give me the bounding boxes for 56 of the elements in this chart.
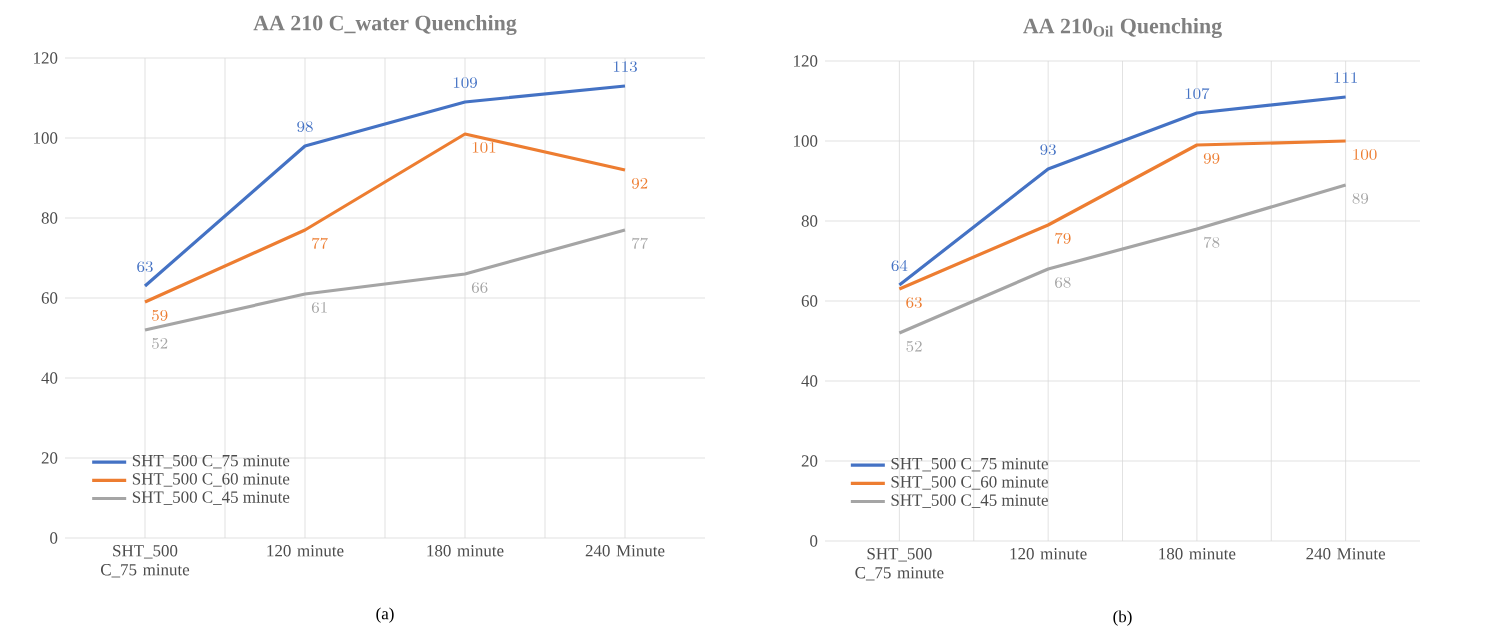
- legend-label: SHT_500 C_75 minute: [132, 454, 290, 469]
- x-tick-label: 180 minute: [1159, 548, 1236, 560]
- y-tick-label: 120: [34, 52, 58, 64]
- y-tick-label: 20: [41, 452, 58, 464]
- data-label: 107: [1185, 87, 1210, 100]
- x-tick-label: 120 minute: [267, 545, 344, 557]
- y-tick-label: 40: [801, 375, 818, 387]
- data-label: 89: [1352, 192, 1369, 204]
- data-label: 113: [613, 61, 637, 73]
- data-label: 111: [1334, 72, 1357, 83]
- y-tick-label: 100: [34, 132, 58, 144]
- legend-label: SHT_500 C_45 minute: [891, 494, 1048, 508]
- data-label: 101: [472, 141, 496, 153]
- y-tick-label: 80: [41, 212, 58, 224]
- data-label: 99: [1203, 152, 1220, 164]
- data-label: 78: [1204, 236, 1220, 248]
- x-tick-label: 120 minute: [1010, 548, 1087, 560]
- data-label: 61: [311, 301, 327, 313]
- data-label: 68: [1055, 276, 1071, 288]
- x-tick-label: 180 minute: [427, 545, 504, 557]
- data-label: 109: [453, 77, 477, 89]
- data-label: 79: [1055, 232, 1071, 244]
- data-label: 66: [471, 281, 488, 293]
- y-tick-label: 0: [810, 535, 818, 547]
- y-tick-label: 80: [801, 215, 818, 227]
- y-tick-label: 60: [801, 295, 818, 307]
- x-tick-label: SHT_500 C_75 minute: [855, 548, 944, 581]
- x-tick-label: SHT_500 C_75 minute: [101, 545, 190, 578]
- data-label: 92: [631, 177, 648, 189]
- y-tick-label: 60: [41, 292, 58, 304]
- data-label: 52: [906, 340, 922, 352]
- y-tick-label: 0: [50, 532, 58, 544]
- text: (b): [1113, 610, 1132, 626]
- data-label: 98: [297, 121, 313, 133]
- data-label: 63: [906, 296, 922, 308]
- y-tick-label: 120: [794, 55, 818, 67]
- x-tick-label: 240 Minute: [585, 545, 665, 557]
- legend-label: SHT_500 C_45 minute: [132, 491, 290, 505]
- y-tick-label: 20: [801, 455, 818, 467]
- data-label: 77: [632, 237, 648, 249]
- legend-label: SHT_500 C_60 minute: [132, 473, 290, 487]
- y-tick-label: 40: [41, 372, 58, 384]
- legend-label: SHT_500 C_60 minute: [891, 476, 1048, 490]
- data-label: 77: [312, 237, 328, 249]
- data-label: 100: [1353, 148, 1377, 160]
- y-tick-label: 100: [794, 135, 818, 147]
- legend-label: SHT_500 C_75 minute: [891, 457, 1048, 472]
- data-label: 52: [152, 337, 168, 349]
- x-tick-label: 240 Minute: [1306, 548, 1386, 560]
- text: (a): [376, 607, 394, 623]
- chart-title: AA 210 C_water Quenching: [253, 14, 517, 36]
- data-label: 59: [152, 309, 168, 321]
- data-label: 93: [1040, 144, 1056, 156]
- data-label: 63: [137, 261, 153, 273]
- data-label: 64: [891, 260, 908, 272]
- chart-title: AA 210$_{Oil}$ Quenching: [1023, 17, 1222, 39]
